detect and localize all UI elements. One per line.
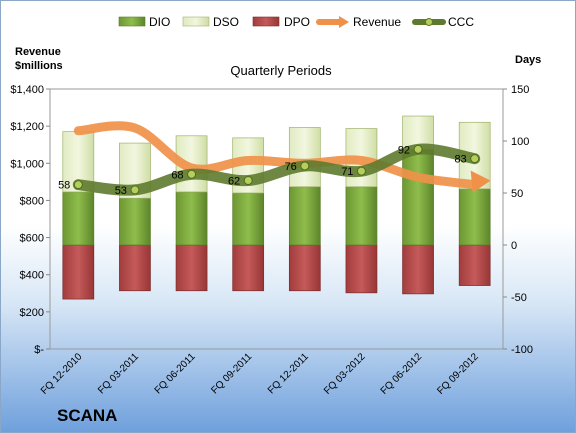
left-axis-title-line1: Revenue <box>15 46 61 58</box>
left-tick-label: $200 <box>20 307 44 319</box>
dio-bar <box>119 197 151 246</box>
dpo-bar <box>175 244 208 292</box>
dso-bar <box>402 115 434 150</box>
dpo-bar <box>119 244 151 292</box>
legend-swatch-dpo <box>252 16 280 27</box>
right-tick-label: -100 <box>511 344 533 356</box>
ccc-point <box>300 161 310 171</box>
ccc-point <box>130 185 140 195</box>
ccc-series: 58 53 68 62 76 71 92 83 <box>58 143 481 197</box>
legend-swatch-dio <box>118 16 146 27</box>
dpo-bar <box>458 244 491 286</box>
right-tick-label: 0 <box>511 240 517 252</box>
revenue-arrowhead <box>470 170 491 193</box>
company-name: SCANA <box>57 406 117 425</box>
ccc-data-label: 76 <box>285 161 297 173</box>
left-tick-label: $- <box>34 344 44 356</box>
ccc-data-label: 92 <box>398 144 410 156</box>
dpo-bar <box>232 244 265 292</box>
revenue-series <box>73 121 491 193</box>
right-tick-label: 50 <box>511 188 523 200</box>
left-tick-label: $1,000 <box>10 158 44 170</box>
category-label: FQ 06-2012 <box>379 351 425 397</box>
ccc-data-label: 58 <box>58 180 70 192</box>
category-label: FQ 12-2010 <box>39 351 85 397</box>
ccc-line <box>72 143 481 196</box>
plot-area <box>49 88 504 350</box>
dso-bar <box>288 127 321 188</box>
legend-label-dio: DIO <box>149 15 170 29</box>
chart-title: Quarterly Periods <box>230 63 332 78</box>
legend-swatch-revenue <box>316 16 349 28</box>
legend-label-dpo: DPO <box>284 15 310 29</box>
ccc-data-label: 68 <box>171 169 183 181</box>
right-axis: -100 -50 0 50 100 150 <box>503 84 533 356</box>
left-tick-label: $1,400 <box>10 84 44 96</box>
legend-swatch-ccc <box>412 18 446 26</box>
legend-label-ccc: CCC <box>448 15 474 29</box>
dpo-bar <box>402 244 434 295</box>
ccc-data-label: 53 <box>115 185 127 197</box>
left-axis-title-line2: $millions <box>15 60 63 72</box>
left-tick-label: $400 <box>20 270 44 282</box>
bar-series <box>62 115 491 300</box>
left-tick-label: $600 <box>20 233 44 245</box>
right-tick-label: 150 <box>511 84 529 96</box>
dio-bar <box>458 188 491 246</box>
legend-swatch-dso <box>182 16 210 27</box>
category-label: FQ 03-2011 <box>96 351 141 396</box>
ccc-point <box>470 154 480 164</box>
dpo-bar <box>62 244 95 300</box>
dio-bar <box>175 191 208 246</box>
left-tick-label: $1,200 <box>10 121 44 133</box>
category-label: FQ 12-2011 <box>266 351 311 396</box>
category-label: FQ 09-2012 <box>435 351 481 397</box>
ccc-point <box>73 180 83 190</box>
legend-label-revenue: Revenue <box>353 15 401 29</box>
dpo-bar <box>288 244 321 292</box>
dio-bar <box>62 191 95 246</box>
left-axis: $- $200 $400 $600 $800 $1,000 $1,200 $1,400 <box>10 84 50 356</box>
category-label: FQ 06-2011 <box>153 351 198 396</box>
dpo-bar <box>345 244 378 294</box>
dio-bar <box>288 186 321 246</box>
legend: DIO DSO DPO Revenue CCC <box>118 15 474 29</box>
left-tick-label: $800 <box>20 195 44 207</box>
category-label: FQ 09-2011 <box>209 351 254 396</box>
dio-bar <box>232 192 265 246</box>
category-label: FQ 03-2012 <box>322 351 368 397</box>
revenue-line <box>73 121 480 190</box>
ccc-data-label: 71 <box>341 166 353 178</box>
ccc-data-label: 83 <box>454 154 466 166</box>
category-axis: FQ 12-2010 FQ 03-2011 FQ 06-2011 FQ 09-2011… <box>39 351 481 397</box>
right-tick-label: 100 <box>511 136 529 148</box>
ccc-data-label: 62 <box>228 176 240 188</box>
legend-label-dso: DSO <box>213 15 239 29</box>
right-axis-title: Days <box>515 54 541 66</box>
right-tick-label: -50 <box>511 292 527 304</box>
dio-bar <box>402 148 434 246</box>
dio-bar <box>345 186 378 246</box>
ccc-point <box>356 166 366 176</box>
ccc-point <box>243 176 253 186</box>
ccc-point <box>187 169 197 179</box>
ccc-point <box>413 144 423 154</box>
